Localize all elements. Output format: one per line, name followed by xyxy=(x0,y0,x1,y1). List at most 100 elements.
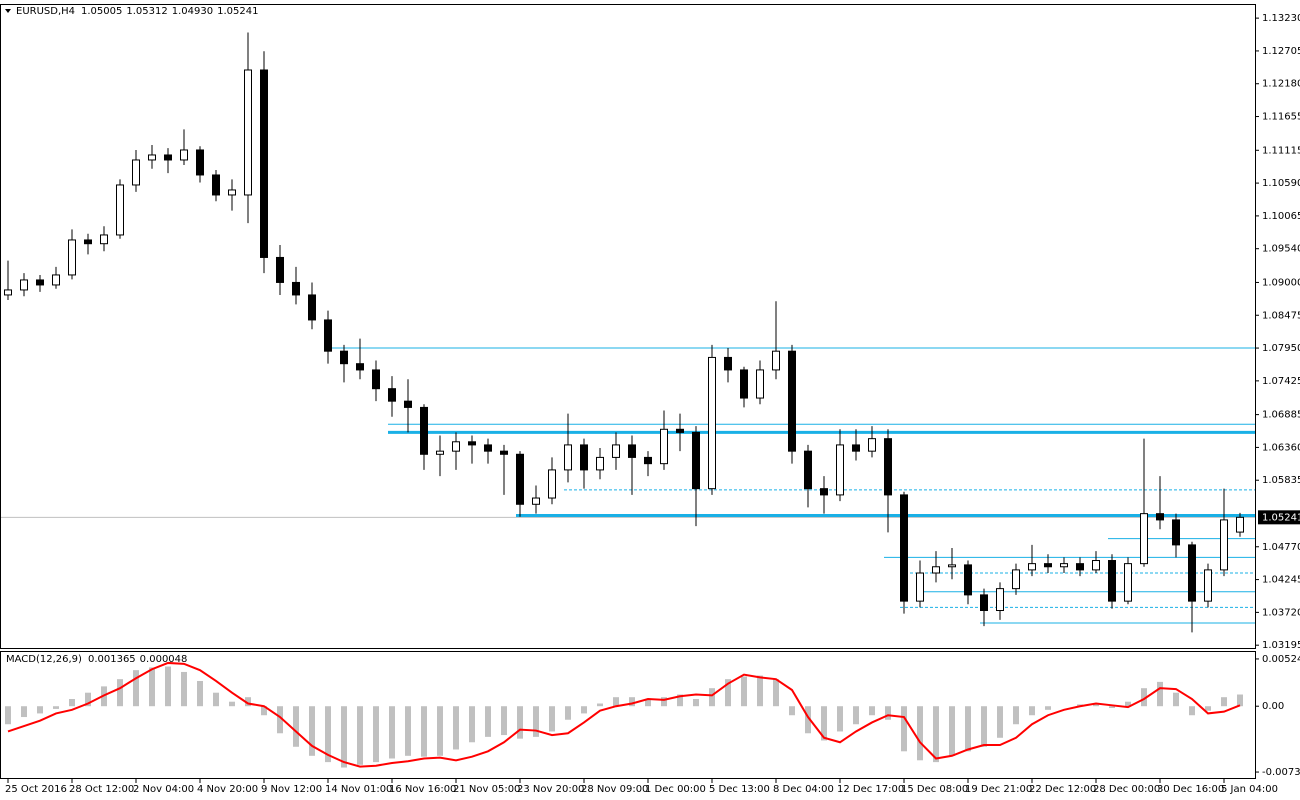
macd-bar xyxy=(1205,706,1211,711)
macd-bar xyxy=(5,706,11,725)
y-tick-label: 1.10065 xyxy=(1262,211,1300,222)
macd-bar xyxy=(837,706,843,732)
macd-bar xyxy=(341,706,347,768)
y-tick-label: 1.07950 xyxy=(1262,343,1300,354)
candle-body xyxy=(692,431,700,490)
candle-body xyxy=(772,350,780,371)
macd-bar xyxy=(229,701,235,707)
last-price-label: 1.05241 xyxy=(1262,512,1300,523)
candle-body xyxy=(436,450,444,455)
macd-bar xyxy=(133,670,139,707)
macd-bar xyxy=(613,697,619,707)
pane-header: MACD(12,26,9) 0.001365 0.000048 xyxy=(6,654,187,665)
x-tick-label: 5 Dec 13:00 xyxy=(709,784,770,795)
candle-body xyxy=(724,356,732,371)
macd-bar xyxy=(741,676,747,707)
y-tick-label: -0.007303 xyxy=(1262,767,1300,778)
x-tick-label: 12 Dec 17:00 xyxy=(837,784,904,795)
candle-body xyxy=(1028,563,1036,571)
candle-body xyxy=(420,406,428,455)
macd-bar xyxy=(437,706,443,756)
candle-body xyxy=(1044,563,1052,568)
macd-bar xyxy=(1045,706,1051,710)
candle-body xyxy=(1140,513,1148,565)
macd-bar xyxy=(597,703,603,707)
candle-body xyxy=(900,494,908,602)
macd-bar xyxy=(325,706,331,763)
candle-body xyxy=(324,319,332,352)
macd-bar xyxy=(1109,706,1115,709)
candle-body xyxy=(1060,563,1068,568)
header-name: EURUSD,H4 xyxy=(16,6,75,17)
candle-body xyxy=(1092,560,1100,571)
candle-body xyxy=(836,444,844,496)
macd-bar xyxy=(565,706,571,720)
macd-bar xyxy=(869,706,875,716)
macd-bar xyxy=(645,699,651,707)
candle-body xyxy=(68,239,76,276)
macd-bar xyxy=(981,706,987,747)
macd-bar xyxy=(405,706,411,756)
x-tick-label: 15 Dec 08:00 xyxy=(901,784,968,795)
candle-body xyxy=(20,279,28,291)
x-tick-label: 21 Nov 05:00 xyxy=(453,784,520,795)
macd-bar xyxy=(293,706,299,747)
macd-bar xyxy=(757,675,763,707)
macd-bar xyxy=(789,706,795,716)
macd-bar xyxy=(581,706,587,714)
macd-bar xyxy=(533,706,539,737)
x-tick-label: 16 Nov 16:00 xyxy=(389,784,456,795)
y-tick-label: 1.08475 xyxy=(1262,310,1300,321)
y-tick-label: 1.06885 xyxy=(1262,410,1300,421)
candle-body xyxy=(1124,563,1132,602)
candle-body xyxy=(52,274,60,286)
candle-body xyxy=(596,456,604,471)
header-value: 1.05005 xyxy=(81,6,122,17)
candle-body xyxy=(1172,519,1180,546)
y-tick-label: 1.03195 xyxy=(1262,640,1300,651)
macd-bar xyxy=(1141,688,1147,707)
candle-body xyxy=(84,239,92,245)
macd-bar xyxy=(309,706,315,756)
macd-bar xyxy=(661,697,667,707)
candle-body xyxy=(996,588,1004,612)
candle-body xyxy=(1204,569,1212,602)
candle-body xyxy=(452,441,460,452)
macd-bar xyxy=(949,706,955,756)
macd-bar xyxy=(933,706,939,763)
macd-bar xyxy=(693,699,699,707)
y-tick-label: 1.11655 xyxy=(1262,112,1300,123)
candle-body xyxy=(196,149,204,176)
macd-bar xyxy=(373,706,379,763)
candle-body xyxy=(340,350,348,365)
candle-body xyxy=(964,564,972,596)
candle-body xyxy=(244,69,252,196)
candle-body xyxy=(708,356,716,490)
macd-bar xyxy=(917,706,923,761)
y-tick-label: 0.005244 xyxy=(1262,654,1300,665)
y-tick-label: 1.12705 xyxy=(1262,46,1300,57)
candle-body xyxy=(388,388,396,402)
menu-arrow[interactable] xyxy=(5,9,11,13)
candle-body xyxy=(1012,569,1020,590)
x-tick-label: 28 Oct 12:00 xyxy=(69,784,134,795)
macd-bar xyxy=(149,667,155,707)
macd-bar xyxy=(853,706,859,725)
header-name: MACD(12,26,9) xyxy=(6,654,82,665)
candle-body xyxy=(516,453,524,505)
macd-bar xyxy=(357,706,363,765)
candle-body xyxy=(148,154,156,161)
y-tick-label: 1.12180 xyxy=(1262,79,1300,90)
macd-bar xyxy=(517,706,523,739)
y-tick-label: 1.04245 xyxy=(1262,575,1300,586)
candle-body xyxy=(372,369,380,390)
macd-bar xyxy=(1013,706,1019,725)
x-tick-label: 19 Dec 21:00 xyxy=(965,784,1032,795)
macd-bar xyxy=(421,706,427,757)
macd-bar xyxy=(197,680,203,707)
candle-body xyxy=(1188,544,1196,602)
macd-bar xyxy=(69,699,75,707)
